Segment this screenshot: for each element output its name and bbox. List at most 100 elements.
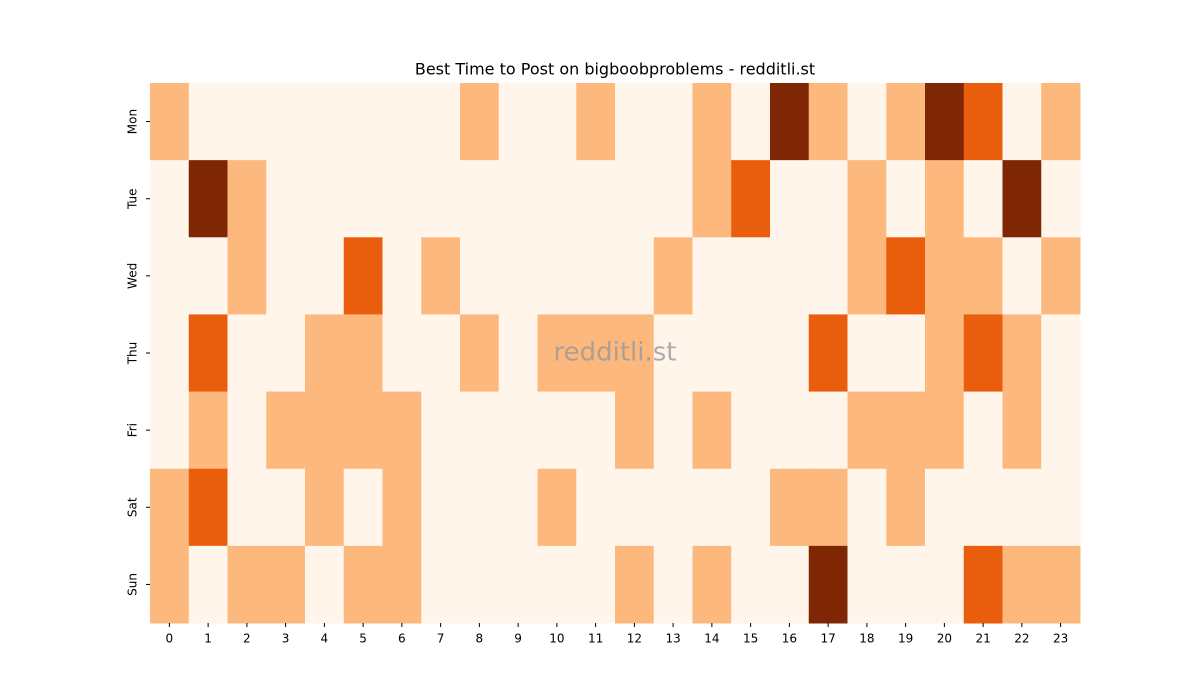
heatmap-cell	[808, 545, 848, 624]
y-tick-label: Mon	[126, 109, 140, 134]
x-tick-label: 8	[476, 632, 484, 646]
heatmap-cell	[808, 314, 848, 393]
heatmap-cell	[537, 391, 577, 470]
heatmap-cell	[305, 545, 345, 624]
x-tick-label: 1	[204, 632, 212, 646]
x-tick-label: 17	[820, 632, 835, 646]
heatmap-cell	[382, 468, 422, 547]
heatmap-cell	[963, 237, 1003, 315]
heatmap-cell	[382, 314, 422, 393]
heatmap-cell	[847, 468, 887, 547]
heatmap-cell	[653, 83, 693, 161]
heatmap-cell	[615, 314, 655, 393]
heatmap-cell	[847, 545, 887, 624]
x-tick-label: 6	[398, 632, 406, 646]
heatmap-cell	[343, 545, 383, 624]
heatmap-cell	[227, 314, 267, 393]
heatmap-cell	[266, 545, 306, 624]
heatmap-cell	[692, 468, 732, 547]
heatmap-cell	[731, 83, 771, 161]
heatmap-cell	[731, 391, 771, 470]
heatmap-cell	[576, 468, 616, 547]
heatmap-cell	[615, 545, 655, 624]
heatmap-cell	[963, 160, 1003, 238]
heatmap-cell	[731, 160, 771, 238]
heatmap-cell	[343, 314, 383, 393]
heatmap-cell	[150, 83, 190, 161]
chart-title: Best Time to Post on bigboobproblems - r…	[415, 60, 815, 79]
x-tick-label: 21	[975, 632, 990, 646]
heatmap-cell	[305, 468, 345, 547]
heatmap-cell	[731, 545, 771, 624]
x-tick-label: 3	[282, 632, 290, 646]
x-tick-label: 7	[437, 632, 445, 646]
heatmap-cell	[343, 160, 383, 238]
heatmap-cell	[963, 468, 1003, 547]
heatmap-cell	[770, 391, 810, 470]
heatmap-cell	[963, 83, 1003, 161]
x-tick-label: 0	[166, 632, 174, 646]
heatmap-cell	[421, 160, 461, 238]
heatmap-cell	[498, 237, 538, 315]
heatmap-cell	[808, 468, 848, 547]
y-tick-label: Tue	[126, 188, 140, 210]
heatmap-cell	[266, 160, 306, 238]
heatmap-cell	[227, 160, 267, 238]
heatmap-cell	[498, 391, 538, 470]
y-tick-label: Thu	[126, 342, 140, 366]
heatmap-cell	[1002, 237, 1042, 315]
heatmap-cell	[498, 314, 538, 393]
heatmap-cell	[925, 545, 965, 624]
heatmap-cell	[460, 391, 500, 470]
heatmap-cell	[770, 237, 810, 315]
heatmap-cell	[847, 314, 887, 393]
heatmap-cell	[1002, 391, 1042, 470]
heatmap-cell	[537, 160, 577, 238]
heatmap-cell	[615, 160, 655, 238]
heatmap-cell	[227, 545, 267, 624]
x-tick-label: 12	[627, 632, 642, 646]
heatmap-cell	[498, 160, 538, 238]
heatmap-cell	[963, 545, 1003, 624]
heatmap-cell	[382, 237, 422, 315]
heatmap-cell	[537, 83, 577, 161]
heatmap-cell	[227, 83, 267, 161]
heatmap-cell	[266, 314, 306, 393]
heatmap-cell	[653, 237, 693, 315]
x-tick-label: 13	[665, 632, 680, 646]
x-tick-label: 11	[588, 632, 603, 646]
heatmap-cell	[808, 237, 848, 315]
heatmap-cell	[382, 160, 422, 238]
x-tick-label: 18	[859, 632, 874, 646]
x-tick-label: 9	[514, 632, 522, 646]
heatmap-cell	[770, 83, 810, 161]
heatmap-cell	[615, 83, 655, 161]
heatmap-cell	[770, 314, 810, 393]
heatmap-cell	[692, 83, 732, 161]
heatmap-cell	[421, 391, 461, 470]
heatmap-cell	[615, 237, 655, 315]
heatmap-cell	[421, 237, 461, 315]
heatmap-cell	[188, 314, 228, 393]
heatmap-cell	[150, 160, 190, 238]
heatmap-cell	[305, 391, 345, 470]
heatmap-cell	[1041, 314, 1081, 393]
heatmap-cell	[188, 237, 228, 315]
heatmap-cell	[266, 391, 306, 470]
heatmap-cell	[770, 468, 810, 547]
y-tick-label: Sat	[126, 497, 140, 517]
y-tick-label: Sun	[126, 573, 140, 596]
heatmap-cell	[150, 391, 190, 470]
heatmap-cell	[460, 468, 500, 547]
heatmap-cell	[886, 160, 926, 238]
heatmap-cell	[266, 83, 306, 161]
x-tick-label: 23	[1053, 632, 1068, 646]
heatmap-cell	[731, 237, 771, 315]
heatmap-cell	[460, 314, 500, 393]
heatmap-cell	[150, 237, 190, 315]
heatmap-cell	[460, 545, 500, 624]
heatmap-cell	[460, 160, 500, 238]
heatmap-cell	[537, 237, 577, 315]
heatmap-cell	[343, 391, 383, 470]
heatmap-cell	[770, 160, 810, 238]
